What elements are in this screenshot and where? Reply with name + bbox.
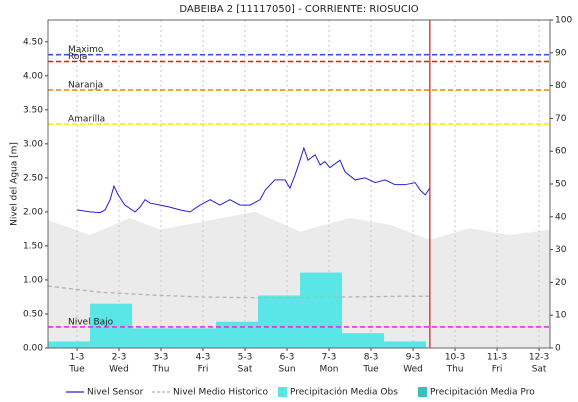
threshold-label: Nivel Bajo: [68, 317, 114, 327]
y2-tick-label: 50: [555, 180, 567, 190]
precip-bar: [216, 321, 259, 348]
x-tick-label: 5-3: [238, 353, 253, 363]
x-tick-label: 2-3: [112, 353, 127, 363]
legend-label: Nivel Sensor: [87, 388, 144, 398]
y-tick-label: 3.00: [23, 139, 43, 149]
x-tick-label: 9-3: [406, 353, 421, 363]
threshold-label: Roja: [68, 52, 87, 62]
legend-swatch: [418, 387, 427, 397]
threshold-label: Naranja: [68, 81, 103, 91]
x-tick-weekday: Tue: [362, 365, 379, 375]
x-tick-weekday: Wed: [403, 365, 423, 375]
y2-tick-label: 70: [555, 114, 567, 124]
y2-tick-label: 10: [555, 311, 567, 321]
x-tick-label: 12-3: [529, 353, 549, 363]
threshold-label: Amarilla: [68, 115, 105, 125]
x-tick-label: 11-3: [487, 353, 507, 363]
y-tick-label: 3.50: [23, 105, 43, 115]
y-tick-label: 2.50: [23, 173, 43, 183]
precip-bar: [342, 333, 385, 348]
y-tick-label: 0.50: [23, 309, 43, 319]
x-tick-weekday: Fri: [198, 365, 209, 375]
legend-label: Precipitación Media Pro: [430, 387, 535, 398]
threshold-label: Maximo: [68, 45, 104, 55]
legend-label: Nivel Medio Historico: [173, 388, 268, 398]
x-tick-weekday: Wed: [109, 365, 129, 375]
precip-bar: [300, 272, 343, 348]
precip-bar: [384, 341, 427, 348]
x-tick-label: 6-3: [280, 353, 295, 363]
x-tick-weekday: Fri: [492, 365, 503, 375]
precip-bar: [132, 328, 175, 348]
y2-tick-label: 80: [555, 81, 567, 91]
y2-tick-label: 30: [555, 245, 567, 255]
y-tick-label: 0.00: [23, 344, 43, 354]
legend-label: Precipitación Media Obs: [290, 387, 398, 398]
x-tick-label: 10-3: [445, 353, 465, 363]
y-tick-label: 1.50: [23, 241, 43, 251]
precip-bar: [90, 303, 133, 348]
sensor-line: [76, 146, 431, 214]
historic-range: [48, 211, 550, 348]
chart-title: DABEIBA 2 [11117050] - CORRIENTE: RIOSUC…: [179, 4, 418, 15]
precip-bar: [48, 341, 91, 348]
y-tick-label: 4.00: [23, 71, 43, 81]
x-tick-label: 8-3: [364, 353, 379, 363]
y2-tick-label: 0: [555, 344, 561, 354]
x-tick-weekday: Thu: [446, 365, 464, 375]
x-tick-weekday: Sat: [532, 365, 547, 375]
x-tick-weekday: Tue: [68, 365, 85, 375]
precip-bar: [258, 295, 301, 348]
y-tick-label: 1.00: [23, 275, 43, 285]
y2-tick-label: 100: [555, 16, 572, 26]
x-tick-label: 7-3: [322, 353, 337, 363]
y-tick-label: 4.50: [23, 37, 43, 47]
x-tick-label: 1-3: [70, 353, 85, 363]
y-tick-label: 2.00: [23, 207, 43, 217]
x-tick-label: 4-3: [196, 353, 211, 363]
precip-bar: [174, 328, 217, 348]
y-axis-label: Nivel del Agua [m]: [10, 142, 20, 226]
x-tick-weekday: Sat: [238, 365, 253, 375]
x-tick-weekday: Sun: [278, 365, 295, 375]
y2-tick-label: 60: [555, 147, 567, 157]
x-tick-weekday: Mon: [320, 365, 339, 375]
y2-tick-label: 90: [555, 48, 567, 58]
x-tick-label: 3-3: [154, 353, 169, 363]
y2-tick-label: 20: [555, 278, 567, 288]
x-tick-weekday: Thu: [152, 365, 170, 375]
y2-tick-label: 40: [555, 212, 567, 222]
legend-swatch: [278, 387, 287, 397]
